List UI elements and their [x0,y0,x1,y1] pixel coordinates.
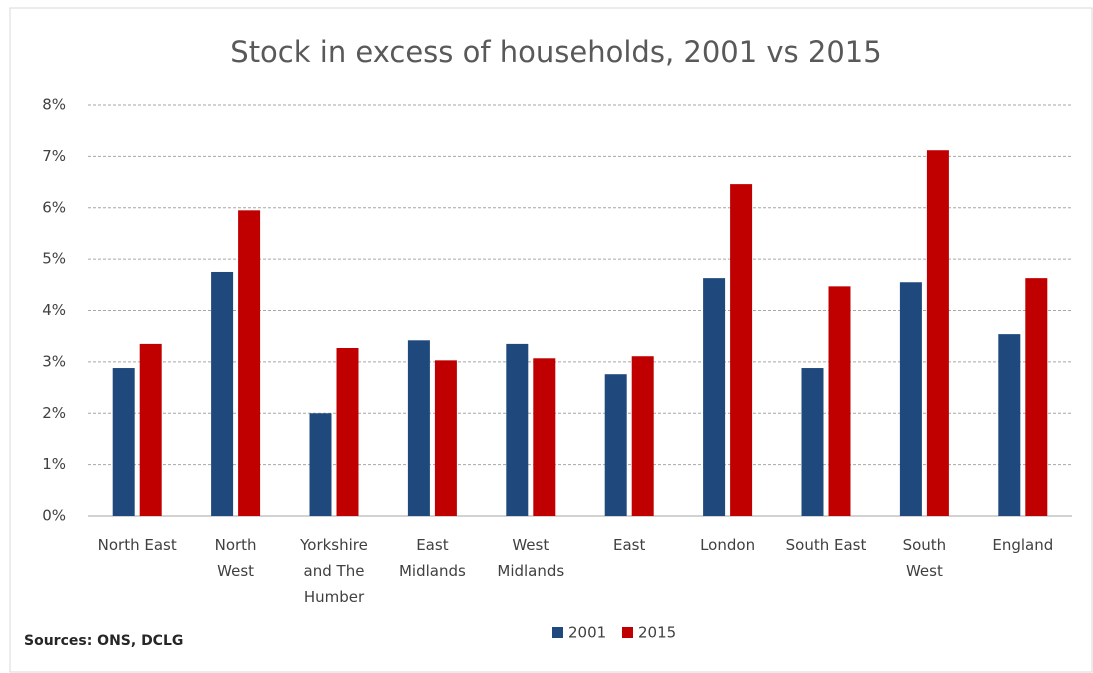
bar [828,286,851,516]
y-tick-label: 0% [42,507,66,525]
bar [407,340,430,516]
bar [238,210,261,516]
bar [703,278,726,516]
x-tick-label: North West [215,536,257,580]
y-tick-label: 8% [42,96,66,114]
legend-label: 2015 [638,624,676,642]
y-tick-label: 5% [42,250,66,268]
x-tick-label: England [992,536,1053,554]
bar [533,358,556,516]
bar [336,348,359,516]
bar [309,413,332,516]
source-note: Sources: ONS, DCLG [24,633,183,649]
bar [631,356,654,516]
bar [506,343,529,516]
x-tick-label: South West [903,536,947,580]
x-tick-label: East Midlands [399,536,466,580]
x-tick-label: London [700,536,755,554]
y-tick-label: 4% [42,301,66,319]
bar [926,150,949,516]
bar [604,374,627,516]
y-tick-label: 3% [42,352,66,370]
y-tick-label: 1% [42,455,66,473]
bar [112,368,135,516]
bar [139,343,162,516]
bar [1025,278,1048,516]
chart-title: Stock in excess of households, 2001 vs 2… [230,35,881,69]
y-tick-label: 2% [42,404,66,422]
legend-swatch [552,627,563,638]
y-tick-label: 6% [42,198,66,216]
bar [998,334,1021,516]
bar [899,282,922,516]
x-tick-label: East [613,536,645,554]
x-tick-label: Yorkshire and The Humber [299,536,368,606]
legend-swatch [622,627,633,638]
x-tick-label: South East [786,536,867,554]
legend-label: 2001 [568,624,606,642]
bar [730,184,753,516]
x-tick-label: West Midlands [497,536,564,580]
x-tick-label: North East [98,536,177,554]
y-tick-label: 7% [42,147,66,165]
bar [801,368,824,516]
bar [434,360,457,516]
bar [211,271,234,516]
